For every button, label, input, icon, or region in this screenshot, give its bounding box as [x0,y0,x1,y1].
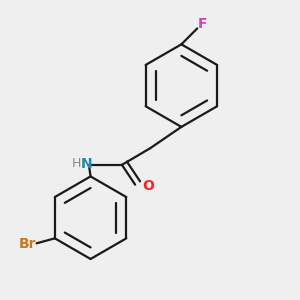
Text: N: N [80,157,92,171]
Text: F: F [198,16,208,31]
Text: O: O [142,179,154,193]
Text: H: H [72,157,81,170]
Text: Br: Br [19,237,37,251]
